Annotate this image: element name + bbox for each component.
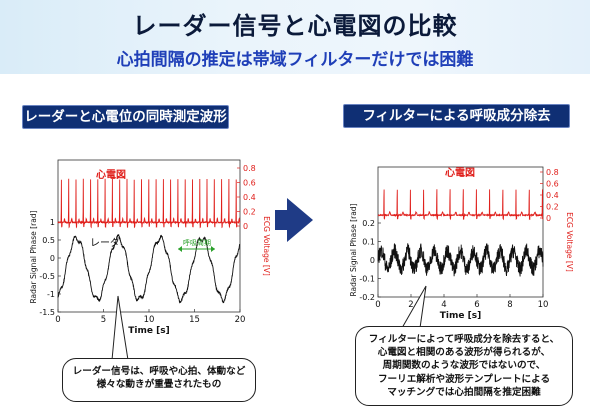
chart-right-xtick-label: 4 [441, 300, 446, 310]
chart-right-y2tick-label: 0.4 [546, 191, 559, 200]
chart-right-ytick-label: 0.1 [362, 238, 375, 247]
chart-right-y2tick-label: 0 [546, 214, 551, 223]
chart-right-ecg-line [377, 189, 544, 221]
chart-left-y2tick-label: 0.4 [243, 193, 256, 202]
note-right-line: フィルターによって呼吸成分を除去すると、 [368, 334, 560, 345]
chart-right-ecg-annotation: 心電図 [445, 167, 475, 179]
title-band [0, 0, 590, 74]
chart-left-y2label: ECG Voltage [V] [262, 216, 271, 276]
chart-left-ecg-line [57, 178, 241, 229]
right-arrow-icon [287, 198, 313, 242]
chart-right-xtick-label: 10 [538, 300, 549, 310]
chart-right-ytick-label: 0 [370, 256, 375, 265]
chart-right-xtick-label: 2 [408, 300, 413, 310]
chart-left-period-label: 呼吸周期 [183, 238, 211, 247]
chart-right-ylabel: Radar Signal Phase [rad] [349, 203, 358, 296]
chart-right-plot-frame [377, 166, 544, 298]
chart-right-xlabel: Time [s] [440, 311, 481, 321]
chart-left-xlabel: Time [s] [128, 326, 169, 336]
chart-right-ytick-label: -0.1 [359, 275, 375, 284]
right-panel-header: フィルターによる呼吸成分除去 [343, 104, 570, 128]
chart-left-ylabel: Radar Signal Phase [rad] [29, 210, 38, 303]
chart-right-radar-line [377, 243, 544, 277]
chart-left-xtick-label: 15 [189, 315, 200, 325]
note-right-line: マッチングでは心拍間隔を推定困難 [387, 386, 541, 398]
chart-left-ytick-label: -0.5 [39, 272, 55, 281]
chart-left-y2tick-label: 0.6 [243, 179, 256, 188]
chart-right-callout-pointer [401, 285, 427, 329]
chart-left-ytick-label: -1 [47, 290, 55, 299]
chart-left-ytick-label: 0 [50, 254, 55, 263]
chart-left-ytick-label: 1 [50, 218, 55, 227]
chart-left-xtick-label: 0 [55, 315, 60, 325]
chart-right-y2tick-label: 0.6 [546, 180, 559, 189]
chart-right-xtick-label: 8 [507, 300, 512, 310]
note-right-line: フーリエ解析や波形テンプレートによる [377, 373, 551, 385]
chart-right-ytick-label: -0.2 [359, 293, 375, 302]
page-subtitle: 心拍間隔の推定は帯域フィルターだけでは困難 [116, 50, 474, 70]
chart-left-y2tick-label: 0.2 [243, 208, 256, 217]
chart-right-y2tick-label: 0.8 [546, 168, 559, 177]
chart-right-xtick-label: 6 [474, 300, 479, 310]
chart-left-radar-annotation: レーダ [90, 236, 120, 249]
chart-right-y2label: ECG Voltage [V] [565, 212, 574, 272]
note-left-line: 様々な動きが重畳されたもの [96, 379, 222, 391]
note-left-line: レーダー信号は、呼吸や心拍、体動など [72, 366, 246, 377]
chart-left-y2tick-label: 0 [243, 222, 248, 231]
chart-left-xtick-label: 10 [144, 315, 155, 325]
chart-left-ytick-label: 0.5 [42, 236, 55, 245]
chart-left-xtick-label: 20 [235, 315, 246, 325]
note-right-line: 心電図と相関のある波形が得られるが、 [377, 347, 551, 359]
chart-left-radar-line [57, 234, 241, 304]
chart-left-callout-pointer [111, 295, 129, 361]
chart-left-y2tick-label: 0.8 [243, 164, 256, 173]
left-panel-header: レーダーと心電位の同時測定波形 [22, 105, 229, 129]
chart-right-y2tick-label: 0.2 [546, 203, 559, 212]
page-title: レーダー信号と心電図の比較 [132, 12, 458, 40]
chart-left-ytick-label: -1.5 [39, 308, 55, 317]
note-left: レーダー信号は、呼吸や心拍、体動など 様々な動きが重畳されたもの [62, 358, 256, 402]
arrow-stem [275, 210, 289, 230]
chart-right-ytick-label: 0.2 [362, 219, 375, 228]
chart-right-xtick-label: 0 [375, 300, 380, 310]
note-right: フィルターによって呼吸成分を除去すると、 心電図と相関のある波形が得られるが、 … [355, 326, 573, 406]
chart-left-ecg-annotation: 心電図 [96, 169, 126, 181]
note-right-line: 周期関数のような波形ではないので、 [382, 360, 546, 372]
chart-left-period-arrows [178, 246, 215, 252]
chart-left-xtick-label: 5 [101, 315, 106, 325]
